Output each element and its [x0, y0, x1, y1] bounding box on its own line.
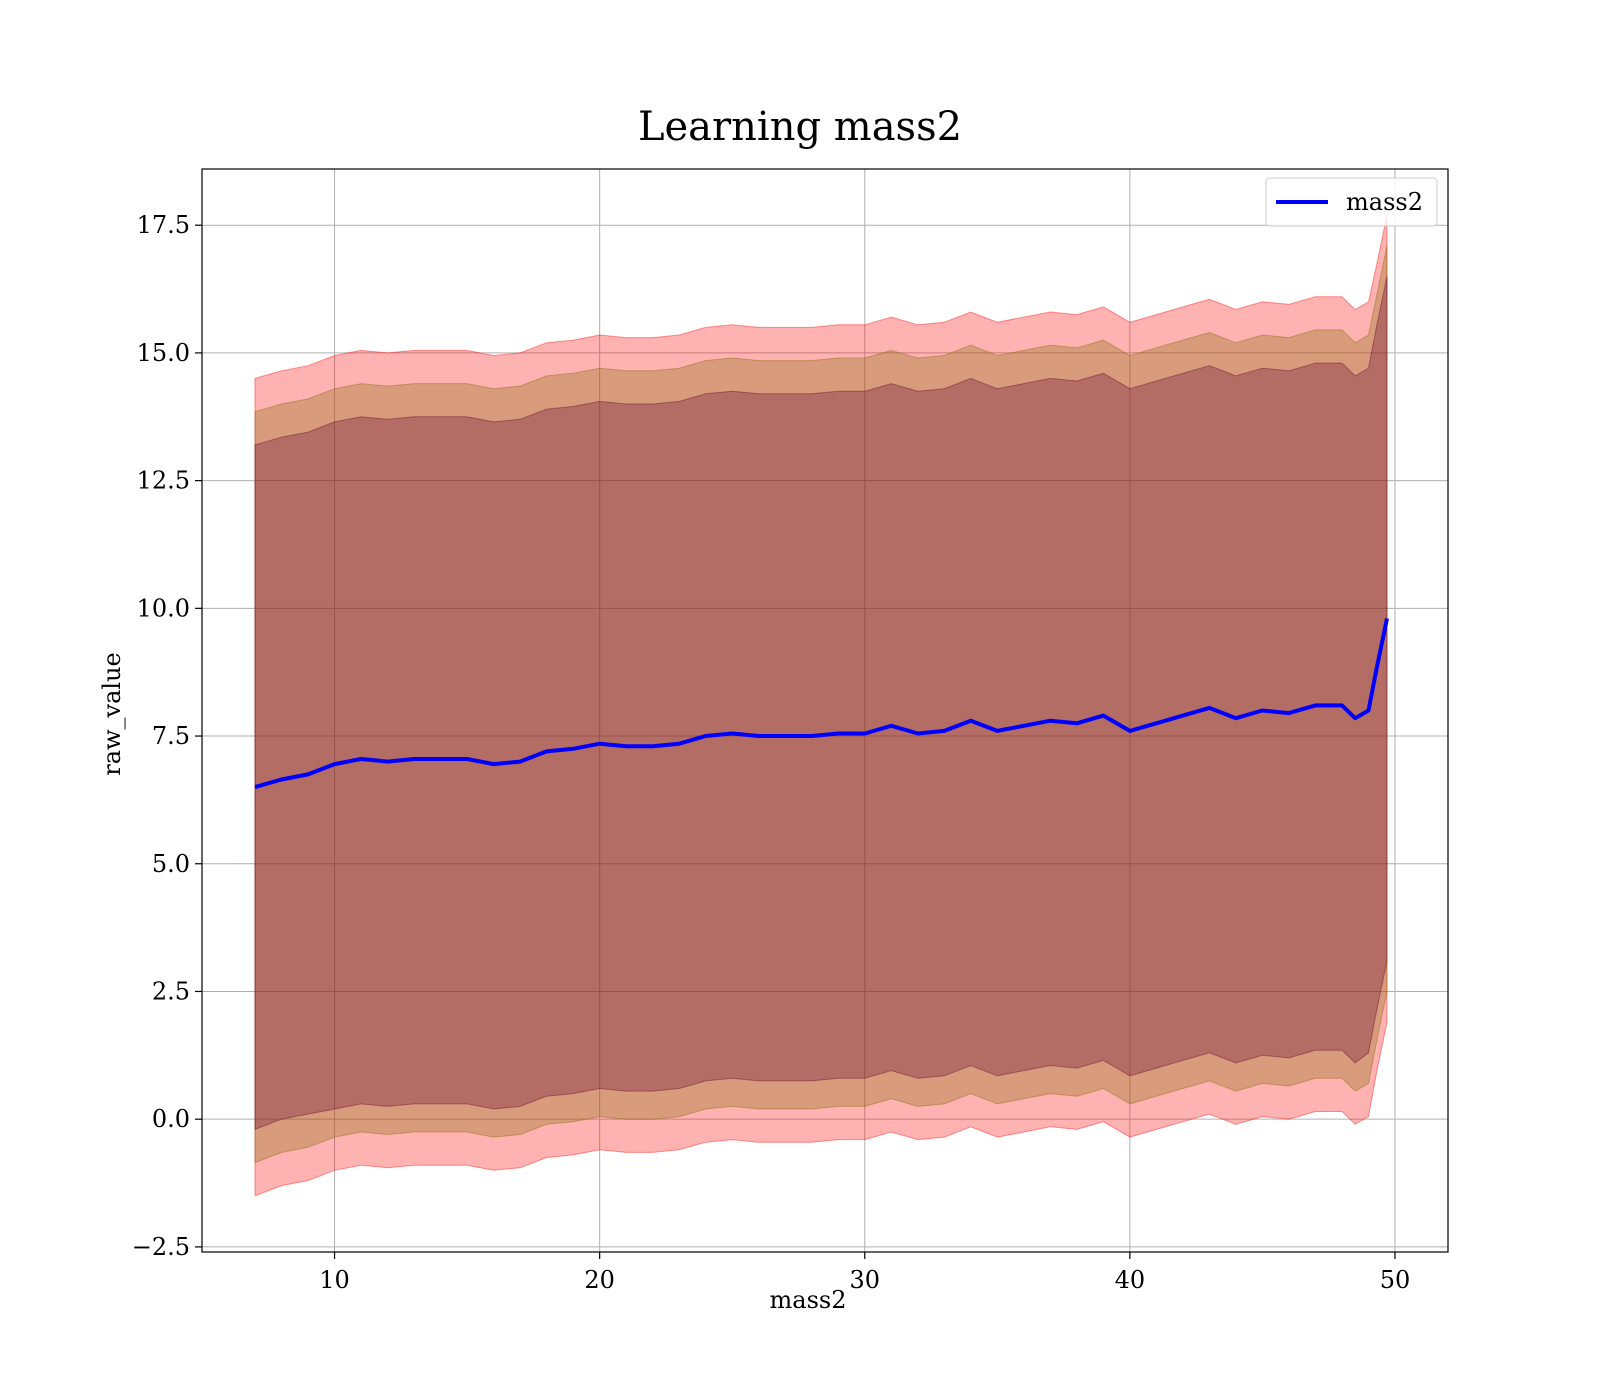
band-3sigma [254, 214, 1388, 1197]
x-axis-label: mass2 [770, 1286, 847, 1314]
y-axis-ticks: −2.5 0.0 2.5 5.0 7.5 10.0 12.5 15.0 17.5 [132, 211, 202, 1261]
series-line-0 [254, 618, 1389, 790]
x-tick-label-4: 50 [1380, 1266, 1411, 1294]
legend-label-mass2: mass2 [1346, 188, 1423, 216]
y-tick-label-8: 17.5 [137, 211, 190, 239]
series-lines [254, 618, 1389, 790]
y-tick-label-5: 10.0 [137, 594, 190, 622]
y-tick-label-3: 5.0 [152, 850, 190, 878]
y-tick-label-6: 12.5 [137, 467, 190, 495]
grid [202, 169, 1448, 1252]
x-tick-label-3: 40 [1115, 1266, 1146, 1294]
band-2sigma [254, 245, 1388, 1164]
x-tick-label-0: 10 [319, 1266, 350, 1294]
confidence-bands [254, 214, 1388, 1197]
y-tick-label-0: −2.5 [132, 1233, 190, 1261]
plot-border [201, 168, 1449, 1253]
y-tick-label-2: 2.5 [152, 977, 190, 1005]
x-tick-label-1: 20 [584, 1266, 615, 1294]
x-tick-label-2: 30 [849, 1266, 880, 1294]
y-axis-label: raw_value [98, 652, 126, 776]
y-tick-label-4: 7.5 [152, 722, 190, 750]
y-tick-label-1: 0.0 [152, 1105, 190, 1133]
plot-frame [201, 168, 1449, 1253]
x-axis-ticks: 10 20 30 40 50 [319, 1252, 1410, 1294]
y-tick-label-7: 15.0 [137, 339, 190, 367]
chart-title: Learning mass2 [638, 104, 962, 150]
band-1sigma [254, 276, 1388, 1131]
legend-box [1265, 177, 1438, 227]
legend: mass2 [1265, 177, 1438, 227]
